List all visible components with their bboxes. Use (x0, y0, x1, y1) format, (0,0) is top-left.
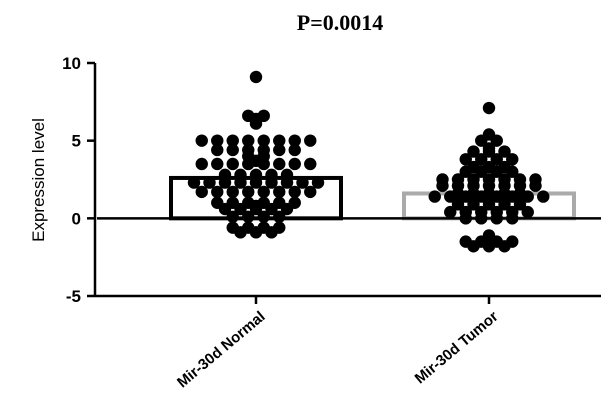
data-point (436, 179, 449, 192)
x-category-label: Mir-30d Tumor (412, 308, 502, 387)
data-point (211, 134, 224, 147)
data-point (529, 179, 542, 192)
data-point (444, 190, 457, 203)
data-point (211, 185, 224, 199)
data-point (475, 134, 488, 147)
data-point (195, 185, 208, 199)
y-axis-label: Expression level (29, 118, 48, 242)
data-point (195, 134, 208, 147)
data-point (280, 176, 294, 189)
data-point (280, 202, 294, 216)
data-point (490, 190, 503, 203)
data-point (273, 185, 286, 199)
y-tick-label: 10 (62, 54, 81, 73)
data-point (242, 134, 255, 147)
data-point (444, 205, 457, 219)
data-point (257, 134, 270, 147)
data-point (187, 176, 201, 189)
data-point (490, 165, 503, 178)
data-point (249, 70, 263, 84)
y-tick-label: 5 (72, 132, 81, 151)
axes-layer (87, 61, 601, 304)
data-point (226, 157, 239, 171)
data-point (257, 157, 270, 171)
data-point (475, 190, 488, 203)
data-point (195, 157, 208, 171)
data-point (242, 210, 255, 223)
data-point (273, 210, 286, 223)
data-point (288, 143, 301, 157)
data-point (467, 198, 480, 211)
data-point (451, 198, 465, 211)
data-point (218, 202, 232, 216)
data-point (273, 157, 286, 171)
data-point (249, 117, 263, 130)
data-point (211, 143, 224, 157)
data-point (482, 240, 496, 253)
data-point (242, 185, 255, 199)
points-layer (187, 70, 550, 253)
data-point (265, 226, 278, 239)
data-point (490, 153, 503, 166)
data-point (265, 176, 278, 189)
data-point (506, 153, 519, 166)
data-point (257, 185, 270, 199)
x-category-label: Mir-30d Normal (174, 308, 269, 391)
data-point (273, 143, 286, 157)
data-point (226, 134, 239, 147)
data-point (288, 185, 301, 199)
data-point (428, 190, 441, 203)
data-point (226, 143, 239, 157)
data-point (467, 145, 480, 158)
y-tick-label: 0 (72, 209, 81, 228)
data-point (203, 176, 216, 189)
data-point (537, 190, 550, 203)
data-point (226, 210, 239, 223)
data-point (521, 190, 534, 203)
data-point (482, 198, 496, 211)
data-point (304, 134, 317, 147)
data-point (311, 176, 325, 189)
data-point (498, 240, 511, 253)
chart-title: P=0.0014 (297, 10, 383, 35)
data-point (513, 198, 527, 211)
data-point (249, 176, 263, 189)
data-point (218, 176, 232, 189)
data-point (490, 134, 503, 147)
data-point (234, 202, 247, 216)
data-point (288, 157, 301, 171)
data-point (304, 185, 317, 199)
data-point (296, 176, 309, 189)
data-point (506, 190, 519, 203)
data-point (459, 165, 472, 178)
data-point (234, 176, 247, 189)
data-point (521, 205, 534, 219)
data-point (265, 202, 278, 216)
data-point (249, 202, 263, 216)
data-point (482, 145, 496, 158)
data-point (467, 240, 480, 253)
data-point (226, 185, 239, 199)
data-point (498, 198, 511, 211)
data-point (459, 153, 472, 166)
data-point (475, 165, 488, 178)
y-tick-label: -5 (66, 287, 81, 306)
data-point (211, 157, 224, 171)
data-point (288, 134, 301, 147)
data-point (459, 190, 472, 203)
data-point (304, 157, 317, 171)
data-point (273, 134, 286, 147)
data-point (249, 226, 263, 239)
data-point (475, 153, 488, 166)
data-point (242, 157, 255, 171)
data-point (257, 210, 270, 223)
data-point (234, 226, 247, 239)
data-point (498, 145, 511, 158)
data-point (482, 101, 496, 115)
data-point (506, 165, 519, 178)
